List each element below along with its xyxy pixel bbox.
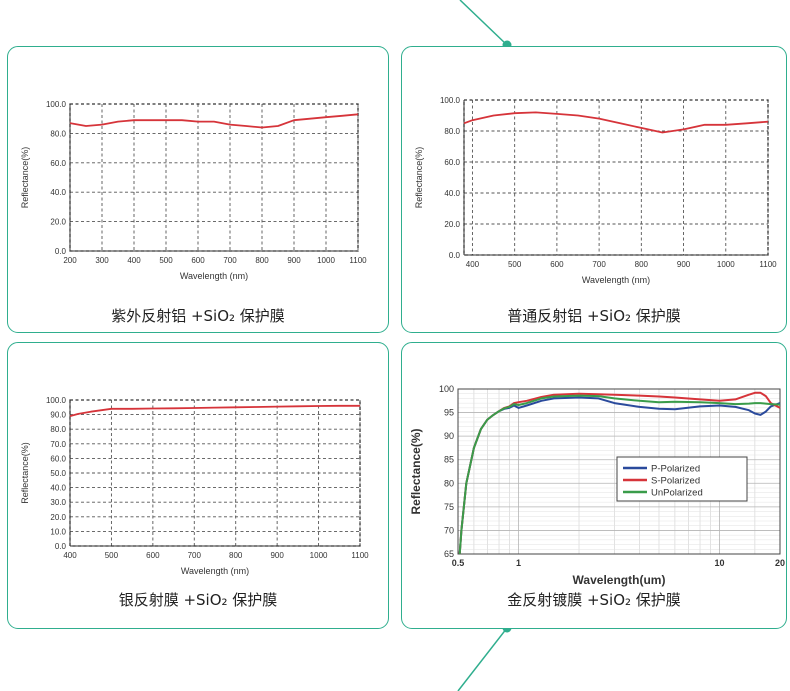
plot-frame	[69, 103, 359, 252]
y-tick-label: 70.0	[50, 440, 66, 449]
x-tick-label: 400	[127, 256, 141, 265]
y-tick-label: 40.0	[50, 484, 66, 493]
y-tick-label: 60.0	[50, 159, 66, 168]
y-tick-label: 95	[444, 408, 454, 418]
x-tick-label: 600	[146, 551, 160, 560]
x-tick-label: 900	[677, 260, 691, 269]
y-tick-label: 80.0	[50, 129, 66, 138]
x-tick-label: 700	[592, 260, 606, 269]
y-tick-label: 60.0	[444, 158, 460, 167]
y-tick-label: 65	[444, 549, 454, 559]
x-tick-label: 1100	[351, 551, 369, 560]
y-tick-label: 0.0	[55, 247, 67, 256]
y-tick-label: 40.0	[50, 188, 66, 197]
x-tick-label: 1100	[349, 256, 367, 265]
x-tick-label: 20	[775, 558, 785, 568]
x-axis-label: Wavelength (nm)	[181, 566, 249, 576]
series-line-0	[69, 404, 360, 417]
x-tick-label: 600	[550, 260, 564, 269]
chart-gold: 65 70 75 80 85 90 95 100 0.5 1 10 20 Wavelength(um) R…	[409, 384, 785, 587]
y-tick-label: 100.0	[440, 96, 461, 105]
y-tick-label: 90	[444, 431, 454, 441]
panel-caption: 金反射镀膜 +SiO₂ 保护膜	[507, 591, 681, 609]
panel-gold: 65 70 75 80 85 90 95 100 0.5 1 10 20 Wavelength(um) R…	[401, 342, 787, 629]
y-tick-label: 0.0	[55, 542, 67, 551]
x-axis-label: Wavelength (nm)	[180, 271, 248, 281]
bottom-connector-line	[457, 627, 508, 691]
panel-caption: 银反射膜 +SiO₂ 保护膜	[118, 591, 278, 609]
y-tick-label: 100	[439, 384, 454, 394]
y-tick-label: 80	[444, 478, 454, 488]
panel-caption: 紫外反射铝 +SiO₂ 保护膜	[111, 307, 285, 325]
x-axis-label: Wavelength(um)	[573, 573, 666, 587]
x-tick-label: 1000	[317, 256, 335, 265]
x-tick-label: 500	[159, 256, 173, 265]
y-tick-label: 30.0	[50, 498, 66, 507]
x-tick-label: 10	[714, 558, 724, 568]
x-tick-label: 1000	[717, 260, 735, 269]
x-tick-label: 1	[516, 558, 521, 568]
legend-label: S-Polarized	[651, 476, 700, 487]
series-line-0	[69, 113, 359, 129]
x-tick-label: 400	[466, 260, 480, 269]
x-tick-label: 500	[508, 260, 522, 269]
y-tick-label: 70	[444, 525, 454, 535]
chart-standard-aluminum: 0.0 20.0 40.0 60.0 80.0 100.0 400 500 600 700 800 9…	[414, 96, 777, 285]
y-tick-label: 0.0	[449, 251, 461, 260]
x-tick-label: 0.5	[452, 558, 465, 568]
x-axis-label: Wavelength (nm)	[582, 275, 650, 285]
x-tick-label: 1000	[310, 551, 328, 560]
y-tick-label: 20.0	[444, 220, 460, 229]
y-tick-label: 90.0	[50, 411, 66, 420]
x-tick-label: 800	[635, 260, 649, 269]
y-tick-label: 60.0	[50, 454, 66, 463]
y-tick-label: 10.0	[50, 527, 66, 536]
y-tick-label: 75	[444, 502, 454, 512]
y-tick-label: 100.0	[46, 100, 67, 109]
x-tick-label: 900	[287, 256, 301, 265]
y-axis-label: Reflectance(%)	[409, 428, 423, 514]
x-tick-label: 1100	[759, 260, 777, 269]
x-tick-label: 800	[255, 256, 269, 265]
x-tick-label: 600	[191, 256, 205, 265]
y-tick-label: 50.0	[50, 469, 66, 478]
panel-standard-aluminum: 0.0 20.0 40.0 60.0 80.0 100.0 400 500 600 700 800 9…	[401, 46, 787, 333]
chart-silver: 0.0 10.0 20.0 30.0 40.0 50.0 60.0 70.0 80.0 90.0 1…	[20, 396, 369, 576]
y-tick-label: 40.0	[444, 189, 460, 198]
x-tick-label: 700	[188, 551, 202, 560]
panel-caption: 普通反射铝 +SiO₂ 保护膜	[507, 307, 681, 325]
y-axis-label: Reflectance(%)	[20, 147, 30, 209]
y-tick-label: 80.0	[50, 425, 66, 434]
series-line-0	[463, 111, 769, 134]
x-tick-label: 400	[63, 551, 77, 560]
x-tick-label: 700	[223, 256, 237, 265]
y-tick-label: 80.0	[444, 127, 460, 136]
y-tick-label: 20.0	[50, 218, 66, 227]
chart-uv-aluminum: 0.0 20.0 40.0 60.0 80.0 100.0 200 300 400 500 600 7…	[20, 100, 367, 281]
y-tick-label: 20.0	[50, 513, 66, 522]
legend-label: P-Polarized	[651, 464, 700, 475]
legend-label: UnPolarized	[651, 488, 703, 499]
x-tick-label: 200	[63, 256, 77, 265]
x-tick-label: 800	[229, 551, 243, 560]
y-axis-label: Reflectance(%)	[20, 442, 30, 504]
top-connector-line	[459, 0, 508, 46]
x-tick-label: 900	[270, 551, 284, 560]
x-tick-label: 500	[105, 551, 119, 560]
y-axis-label: Reflectance(%)	[414, 147, 424, 209]
y-tick-label: 85	[444, 455, 454, 465]
panel-silver: 0.0 10.0 20.0 30.0 40.0 50.0 60.0 70.0 80.0 90.0 1…	[7, 342, 389, 629]
plot-frame	[457, 388, 781, 555]
x-tick-label: 300	[95, 256, 109, 265]
series-line-unpolarized	[458, 394, 781, 555]
panel-uv-aluminum: 0.0 20.0 40.0 60.0 80.0 100.0 200 300 400 500 600 7…	[7, 46, 389, 333]
y-tick-label: 100.0	[46, 396, 67, 405]
